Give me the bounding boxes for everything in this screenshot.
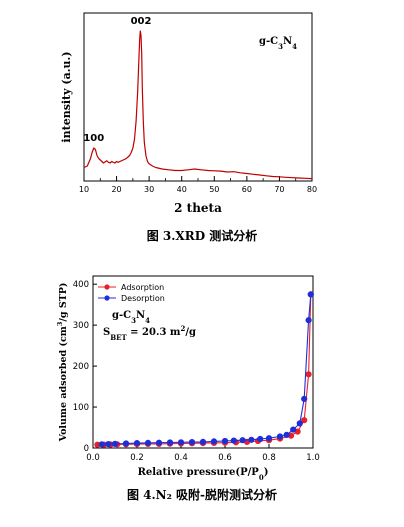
isotherm-x-tick-label: 0.2 bbox=[130, 453, 144, 463]
xrd-x-tick-label: 10 bbox=[79, 185, 89, 194]
xrd-series-line bbox=[83, 30, 313, 180]
desorption-point bbox=[248, 436, 255, 443]
isotherm-bet-label: SBET = 20.3 m2/g bbox=[103, 324, 196, 342]
isotherm-legend-marker bbox=[104, 284, 110, 290]
xrd-x-tick-label: 30 bbox=[144, 185, 154, 194]
desorption-point bbox=[111, 440, 119, 447]
isotherm-material-label: g-C3N4 bbox=[112, 310, 150, 325]
desorption-point bbox=[283, 431, 290, 438]
desorption-point bbox=[122, 440, 130, 447]
xrd-figure-caption: 图 3.XRD 测试分析 bbox=[146, 229, 258, 243]
isotherm-y-tick-label: 200 bbox=[73, 362, 89, 372]
isotherm-y-tick-label: 400 bbox=[73, 280, 89, 290]
isotherm-legend-label: Desorption bbox=[121, 294, 165, 303]
desorption-point bbox=[155, 439, 163, 446]
xrd-peak-label: 100 bbox=[83, 133, 104, 144]
desorption-point bbox=[188, 439, 196, 446]
isotherm-legend-label: Adsorption bbox=[121, 283, 164, 292]
n2-figure-caption: 图 4.N₂ 吸附-脱附测试分析 bbox=[126, 488, 278, 502]
desorption-point bbox=[301, 395, 308, 402]
xrd-x-tick-label: 50 bbox=[209, 185, 219, 194]
desorption-point bbox=[199, 438, 207, 445]
desorption-point bbox=[257, 435, 264, 443]
desorption-point bbox=[166, 439, 174, 446]
desorption-point bbox=[265, 435, 273, 442]
isotherm-x-axis-label: Relative pressure(P/P0) bbox=[138, 467, 269, 482]
desorption-point bbox=[210, 438, 218, 445]
isotherm-y-tick-label: 100 bbox=[73, 403, 89, 413]
xrd-legend-label: g-C3N4 bbox=[259, 36, 297, 51]
desorption-point bbox=[239, 437, 246, 444]
adsorption-point bbox=[301, 417, 308, 424]
isotherm-x-tick-label: 0.4 bbox=[174, 453, 188, 463]
xrd-chart: 10 20 30 40 50 60 70 80 2 theta intensity (a.u.) 1… bbox=[60, 12, 317, 215]
xrd-y-axis-label: intensity (a.u.) bbox=[60, 51, 73, 142]
isotherm-y-axis-label: Volume adsorbed (cm3/g STP) bbox=[56, 283, 69, 443]
xrd-peak-label: 002 bbox=[131, 16, 152, 27]
desorption-point bbox=[305, 317, 312, 324]
desorption-point bbox=[230, 437, 237, 444]
isotherm-x-tick-label: 1.0 bbox=[306, 453, 320, 463]
xrd-x-tick-label: 40 bbox=[177, 185, 187, 194]
desorption-point bbox=[276, 433, 284, 440]
desorption-point bbox=[296, 420, 303, 427]
desorption-point bbox=[144, 439, 152, 446]
isotherm-x-tick-label: 0.0 bbox=[86, 453, 100, 463]
isotherm-x-tick-label: 0.8 bbox=[262, 453, 276, 463]
desorption-point bbox=[290, 426, 297, 433]
xrd-x-axis-label: 2 theta bbox=[174, 201, 222, 215]
isotherm-legend-marker bbox=[104, 295, 110, 301]
xrd-x-tick-label: 20 bbox=[111, 185, 121, 194]
xrd-x-tick-label: 70 bbox=[274, 185, 284, 194]
xrd-x-tick-label: 60 bbox=[242, 185, 252, 194]
isotherm-plot-frame bbox=[92, 275, 314, 449]
desorption-point bbox=[98, 441, 105, 448]
desorption-point bbox=[307, 291, 314, 298]
desorption-point bbox=[133, 440, 141, 447]
isotherm-x-tick-label: 0.6 bbox=[218, 453, 232, 463]
desorption-point bbox=[177, 439, 185, 446]
desorption-point bbox=[221, 437, 229, 445]
adsorption-point bbox=[305, 371, 312, 378]
isotherm-y-tick-label: 0 bbox=[84, 444, 89, 454]
xrd-x-tick-label: 80 bbox=[307, 185, 317, 194]
desorption-point bbox=[105, 441, 112, 448]
isotherm-y-tick-label: 300 bbox=[73, 321, 89, 331]
